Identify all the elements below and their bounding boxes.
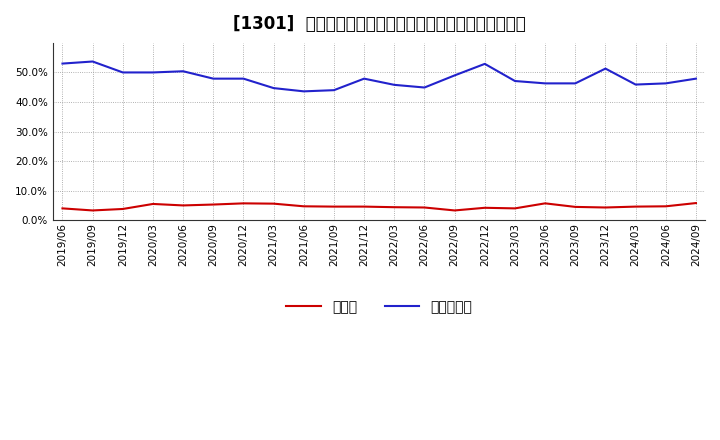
Line: 有利子負債: 有利子負債: [63, 62, 696, 92]
現預金: [148, 202, 157, 207]
現預金: [209, 202, 217, 207]
現預金: [480, 205, 489, 210]
現預金: [420, 205, 429, 210]
現預金: [631, 204, 640, 209]
Title: [1301]  現預金、有利子負債の総資産に対する比率の推移: [1301] 現預金、有利子負債の総資産に対する比率の推移: [233, 15, 526, 33]
現預金: [119, 206, 127, 212]
現預金: [330, 204, 338, 209]
現預金: [390, 205, 399, 210]
有利子負債: [179, 69, 187, 74]
Line: 現預金: 現預金: [63, 203, 696, 210]
有利子負債: [631, 82, 640, 87]
現預金: [89, 208, 97, 213]
現預金: [601, 205, 610, 210]
有利子負債: [89, 59, 97, 64]
現預金: [300, 204, 308, 209]
有利子負債: [269, 85, 278, 91]
現預金: [360, 204, 369, 209]
有利子負債: [390, 82, 399, 88]
現預金: [58, 206, 67, 211]
現預金: [541, 201, 549, 206]
現預金: [179, 203, 187, 208]
有利子負債: [450, 73, 459, 78]
有利子負債: [692, 76, 701, 81]
有利子負債: [300, 89, 308, 94]
有利子負債: [480, 61, 489, 66]
現預金: [510, 206, 519, 211]
Legend: 現預金, 有利子負債: 現預金, 有利子負債: [280, 294, 478, 319]
有利子負債: [601, 66, 610, 71]
有利子負債: [360, 76, 369, 81]
現預金: [662, 204, 670, 209]
有利子負債: [571, 81, 580, 86]
有利子負債: [662, 81, 670, 86]
有利子負債: [209, 76, 217, 81]
有利子負債: [510, 78, 519, 84]
現預金: [571, 204, 580, 209]
有利子負債: [330, 88, 338, 93]
有利子負債: [541, 81, 549, 86]
有利子負債: [58, 61, 67, 66]
現預金: [692, 201, 701, 206]
有利子負債: [119, 70, 127, 75]
有利子負債: [148, 70, 157, 75]
有利子負債: [239, 76, 248, 81]
現預金: [239, 201, 248, 206]
有利子負債: [420, 85, 429, 90]
現預金: [450, 208, 459, 213]
現預金: [269, 201, 278, 206]
